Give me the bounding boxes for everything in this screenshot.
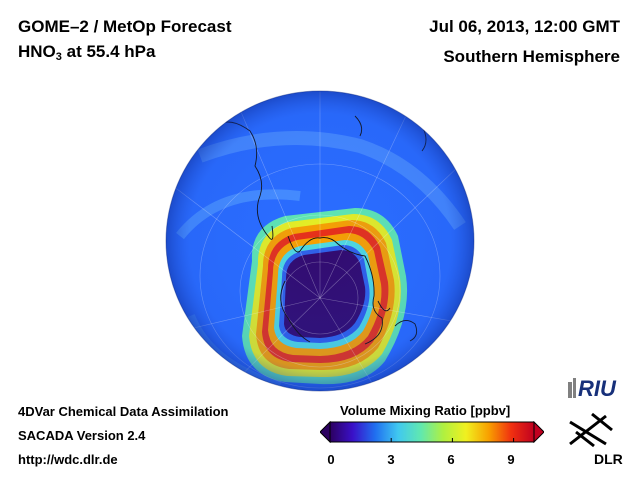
- colorbar-tick-0: 0: [327, 452, 335, 467]
- dlr-logo[interactable]: DLR: [562, 412, 626, 468]
- hemisphere-globe-map: [165, 90, 475, 392]
- colorbar-tick-9: 9: [507, 452, 515, 467]
- colorbar-title: Volume Mixing Ratio [ppbv]: [340, 403, 511, 418]
- colorbar-tick-marks: [329, 438, 515, 442]
- dlr-logo-mark: [569, 412, 613, 448]
- pressure-level: at 55.4 hPa: [61, 42, 156, 61]
- assimilation-method: 4DVar Chemical Data Assimilation: [18, 404, 229, 419]
- riu-logo-text: RIU: [578, 376, 617, 401]
- colorbar-min-arrow: [320, 421, 331, 443]
- colorbar-tick-3: 3: [387, 452, 395, 467]
- forecast-datetime: Jul 06, 2013, 12:00 GMT: [429, 17, 620, 36]
- riu-logo[interactable]: RIU: [566, 372, 630, 402]
- colorbar: [320, 421, 544, 443]
- colorbar-max-arrow: [533, 421, 544, 443]
- species-label: HNO: [18, 42, 56, 61]
- title-line-2: HNO3 at 55.4 hPa: [18, 42, 155, 63]
- source-url[interactable]: http://wdc.dlr.de: [18, 452, 118, 467]
- title-line-1: GOME–2 / MetOp Forecast: [18, 17, 232, 36]
- species-subscript: 3: [55, 51, 62, 63]
- hemisphere-label: Southern Hemisphere: [443, 47, 620, 66]
- dlr-logo-text: DLR: [594, 451, 623, 467]
- model-version: SACADA Version 2.4: [18, 428, 146, 443]
- colorbar-tick-6: 6: [447, 452, 455, 467]
- colorbar-gradient: [329, 421, 535, 443]
